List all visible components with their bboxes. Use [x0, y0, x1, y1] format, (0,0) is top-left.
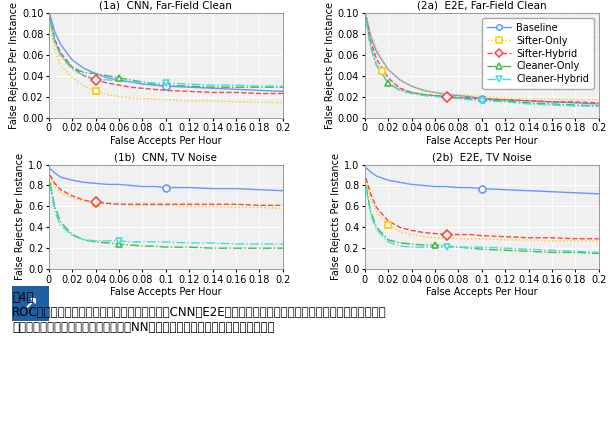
Title: (1a)  CNN, Far-Field Clean: (1a) CNN, Far-Field Clean — [100, 1, 232, 11]
Title: (2a)  E2E, Far-Field Clean: (2a) E2E, Far-Field Clean — [417, 1, 547, 11]
Y-axis label: False Rejects Per Instance: False Rejects Per Instance — [331, 153, 341, 280]
X-axis label: False Accepts Per Hour: False Accepts Per Hour — [426, 136, 538, 146]
Text: ↗: ↗ — [24, 295, 37, 313]
X-axis label: False Accepts Per Hour: False Accepts Per Hour — [110, 287, 222, 297]
Title: (2b)  E2E, TV Noise: (2b) E2E, TV Noise — [432, 152, 532, 162]
Text: 图4：
ROC将关键字筛选器和热字清除器的性能与其在CNN和E2E模型上使用的基准系统进行比较，以处理远场纯净和
电视噪声数据集。注意，对于使用相同NN模型的系: 图4： ROC将关键字筛选器和热字清除器的性能与其在CNN和E2E模型上使用的基… — [12, 291, 387, 334]
Y-axis label: False Rejects Per Instance: False Rejects Per Instance — [15, 153, 25, 280]
Y-axis label: False Rejects Per Instance: False Rejects Per Instance — [9, 2, 19, 129]
X-axis label: False Accepts Per Hour: False Accepts Per Hour — [110, 136, 222, 146]
Legend: Baseline, Sifter-Only, Sifter-Hybrid, Cleaner-Only, Cleaner-Hybrid: Baseline, Sifter-Only, Sifter-Hybrid, Cl… — [482, 18, 594, 89]
Title: (1b)  CNN, TV Noise: (1b) CNN, TV Noise — [114, 152, 218, 162]
X-axis label: False Accepts Per Hour: False Accepts Per Hour — [426, 287, 538, 297]
Y-axis label: False Rejects Per Instance: False Rejects Per Instance — [325, 2, 335, 129]
